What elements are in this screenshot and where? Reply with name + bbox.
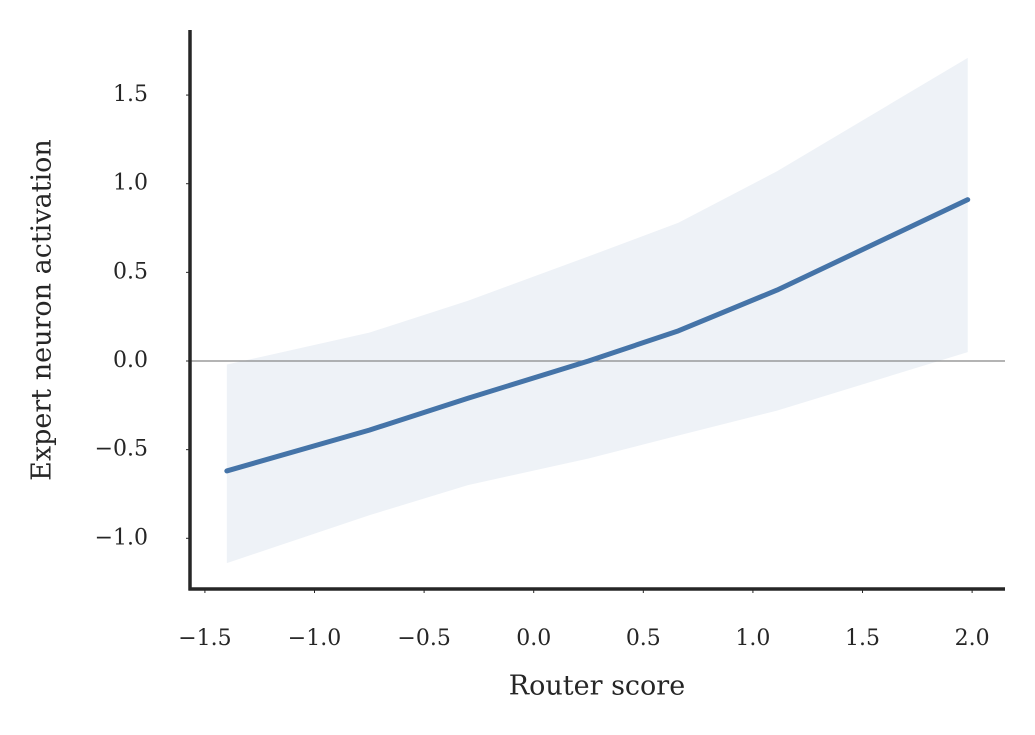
x-axis-label: Router score [509, 671, 685, 702]
x-tick-label: −1.5 [178, 626, 231, 651]
y-axis-label: Expert neuron activation [27, 139, 58, 481]
y-tick-label: 0.0 [113, 348, 148, 373]
line [224, 197, 971, 474]
x-tick-label: 2.0 [955, 626, 990, 651]
confidence-band [226, 57, 968, 564]
x-tick-label: −1.0 [288, 626, 341, 651]
y-tick-label: 1.0 [113, 171, 148, 196]
x-tick-label: 0.0 [516, 626, 551, 651]
y-tick-label: −1.0 [95, 525, 148, 550]
x-tick-label: 1.5 [845, 626, 880, 651]
y-tick-label: 1.5 [113, 82, 148, 107]
y-tick-label: −0.5 [95, 437, 148, 462]
y-tick-label: 0.5 [113, 259, 148, 284]
x-tick-label: 1.0 [735, 626, 770, 651]
x-tick-label: 0.5 [626, 626, 661, 651]
x-tick-label: −0.5 [397, 626, 450, 651]
